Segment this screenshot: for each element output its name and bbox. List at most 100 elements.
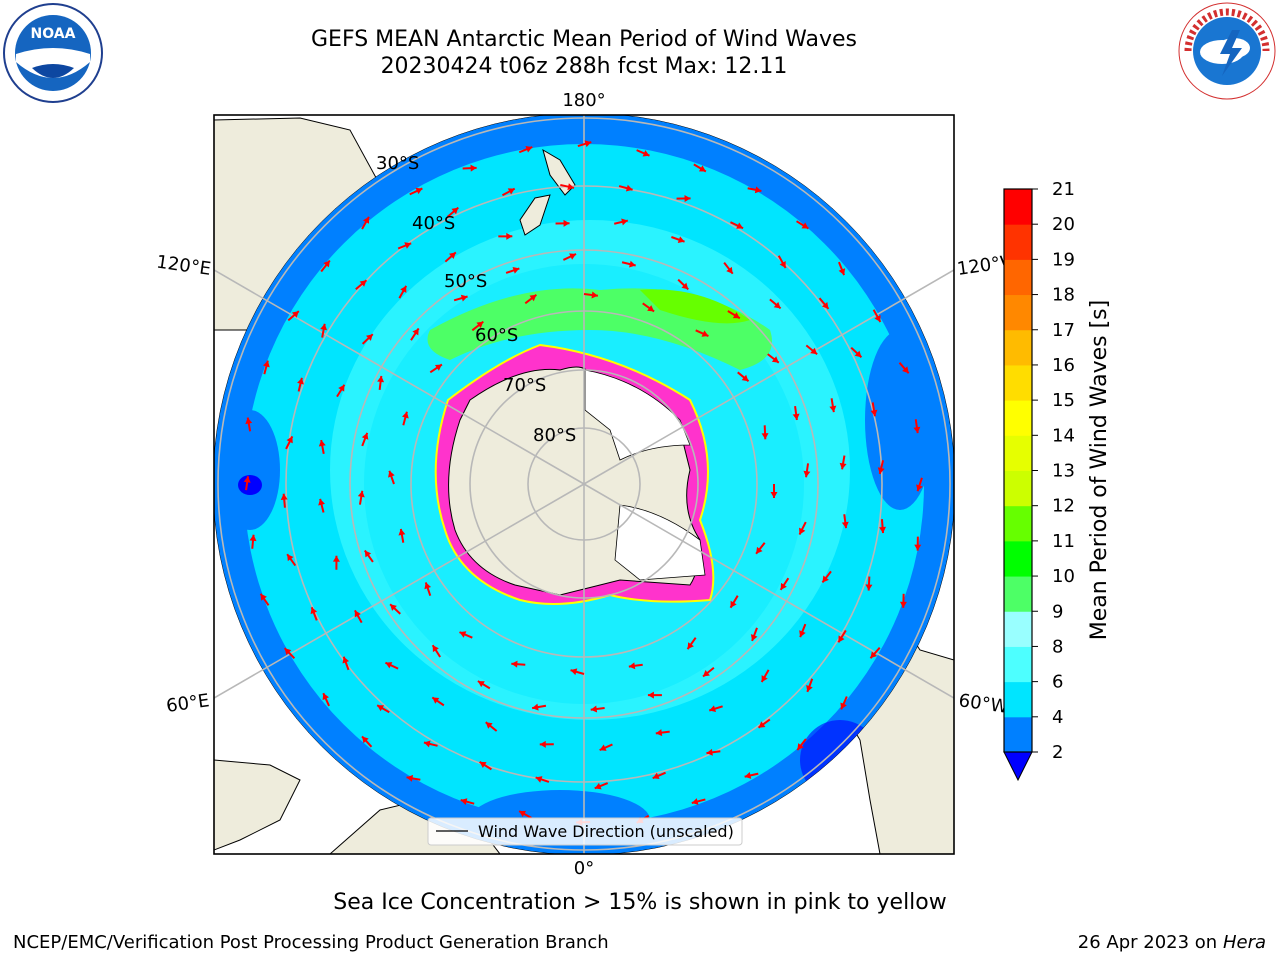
wave-direction-arrowhead xyxy=(801,222,809,229)
colorbar-segment xyxy=(1004,646,1032,683)
colorbar-tick-label: 9 xyxy=(1052,601,1063,622)
wave-direction-arrowhead xyxy=(744,771,752,779)
wave-direction-arrowhead xyxy=(599,744,607,751)
wave-direction-arrowhead xyxy=(879,526,887,534)
wave-direction-arrowhead xyxy=(779,261,786,268)
lon-label-120e: 120°E xyxy=(155,252,212,280)
wave-direction-arrowhead xyxy=(332,555,340,562)
wave-direction-arrowhead xyxy=(460,294,468,302)
wave-direction-arrowhead xyxy=(388,470,395,478)
wave-direction-arrowhead xyxy=(401,411,409,419)
wave-direction-arrowhead xyxy=(810,347,818,355)
footer-date-text: 26 Apr 2023 on xyxy=(1077,932,1223,953)
colorbar-segment xyxy=(1004,716,1032,753)
wave-direction-arrowhead xyxy=(754,186,762,194)
colorbar-tick-label: 15 xyxy=(1052,390,1075,411)
lat-labels: 30°S 40°S 50°S 60°S 70°S 80°S xyxy=(376,153,576,446)
wave-direction-arrowhead xyxy=(287,554,294,562)
colorbar-segment xyxy=(1004,294,1032,331)
wave-direction-arrowhead xyxy=(423,740,431,748)
wave-direction-arrowhead xyxy=(318,498,325,506)
map-frame xyxy=(213,114,955,855)
colorbar-tick-label: 10 xyxy=(1052,566,1075,587)
colorbar-segment xyxy=(1004,505,1032,542)
africa-land xyxy=(214,759,301,851)
lat-label-80s: 80°S xyxy=(533,425,576,446)
wave-direction-arrowhead xyxy=(628,662,636,670)
wave-direction-arrowhead xyxy=(451,207,459,215)
colorbar-segment xyxy=(1004,611,1032,647)
wave-direction-arrowhead xyxy=(677,236,685,243)
colorbar-tick-label: 2 xyxy=(1052,742,1063,763)
wave-direction-arrowhead xyxy=(647,691,654,699)
lon-label-60w: 60°W xyxy=(957,690,1009,718)
wave-direction-arrowhead xyxy=(916,484,923,492)
colorbar-segment xyxy=(1004,435,1032,471)
wave-direction-arrowhead xyxy=(567,183,574,191)
wave-direction-arrowhead xyxy=(902,366,909,374)
wave-direction-arrowhead xyxy=(424,582,432,590)
wave-direction-arrowhead xyxy=(822,575,829,583)
sea-ice-caption: Sea Ice Concentration > 15% is shown in … xyxy=(333,890,947,915)
legend-label: Wind Wave Direction (unscaled) xyxy=(478,822,734,841)
wave-direction-arrowhead xyxy=(865,584,873,591)
lon-label-60e: 60°E xyxy=(165,690,211,717)
footer-host: Hera xyxy=(1222,932,1266,953)
wave-direction-arrowhead xyxy=(799,527,806,535)
colorbar-tick-label: 4 xyxy=(1052,707,1063,728)
wave-direction-arrowhead xyxy=(362,216,370,224)
wave-direction-arrowhead xyxy=(406,774,414,782)
wave-direction-arrowhead xyxy=(758,721,766,728)
wave-direction-arrowhead xyxy=(702,670,710,677)
wave-direction-arrowhead xyxy=(318,440,326,447)
wave-direction-arrowhead xyxy=(377,375,385,383)
colorbar-tick-label: 20 xyxy=(1052,214,1075,235)
wave-direction-arrowhead xyxy=(323,260,330,268)
colorbar-tick-label: 8 xyxy=(1052,636,1063,657)
wave-direction-arrowhead xyxy=(642,150,650,157)
chart-subtitle: 20230424 t06z 288h fcst Max: 12.11 xyxy=(380,54,788,79)
wave-direction-arrowhead xyxy=(761,433,769,440)
wave-direction-arrowhead xyxy=(726,266,733,274)
wave-direction-arrowhead xyxy=(512,267,520,274)
wave-direction-arrowhead xyxy=(459,631,467,638)
lat-label-70s: 70°S xyxy=(503,375,546,396)
wave-direction-arrowhead xyxy=(870,409,878,417)
wave-direction-arrowhead xyxy=(877,467,885,474)
wave-direction-arrowhead xyxy=(838,268,846,276)
wave-direction-arrowhead xyxy=(359,280,367,287)
wave-direction-arrowhead xyxy=(803,470,811,478)
colorbar-tick-label: 13 xyxy=(1052,461,1075,482)
wave-direction-arrowhead xyxy=(806,684,813,692)
wave-direction-arrowhead xyxy=(297,377,304,385)
wave-direction-arrowhead xyxy=(590,705,598,713)
wave-direction-arrowhead xyxy=(506,232,513,240)
graticule xyxy=(214,115,954,854)
wave-direction-arrowhead xyxy=(535,776,543,783)
colorbar-tick-label: 16 xyxy=(1052,355,1075,376)
colorbar-segment xyxy=(1004,540,1032,577)
wave-direction-arrowhead xyxy=(841,521,849,529)
wave-direction-arrowhead xyxy=(570,668,578,676)
wave-direction-arrowhead xyxy=(400,285,407,293)
colorbar: 2 4 6 8 9 10 11 12 13 14 15 16 17 18 19 20 21 xyxy=(1003,179,1075,782)
wave-direction-arrowhead xyxy=(525,146,533,153)
wave-direction-arrowhead xyxy=(838,635,845,643)
noaa-logo-text: NOAA xyxy=(31,26,76,42)
wave-direction-arrowhead xyxy=(479,761,487,769)
colorbar-segment xyxy=(1004,259,1032,296)
wave-direction-arrowhead xyxy=(412,328,419,336)
wave-direction-arrowhead xyxy=(390,604,397,611)
noaa-logo: NOAA xyxy=(3,3,103,103)
colorbar-tick-label: 12 xyxy=(1052,496,1075,517)
wave-direction-arrowhead xyxy=(539,740,546,748)
wave-direction-arrowhead xyxy=(362,736,369,744)
wave-direction-arrowhead xyxy=(621,218,628,226)
wave-direction-arrowhead xyxy=(691,798,699,805)
wave-direction-arrowhead xyxy=(594,782,602,790)
colorbar-segment xyxy=(1004,189,1032,225)
wave-direction-arrowhead xyxy=(310,607,318,615)
wave-direction-arrowhead xyxy=(361,432,369,440)
chart-title: GEFS MEAN Antarctic Mean Period of Wind … xyxy=(311,27,857,52)
